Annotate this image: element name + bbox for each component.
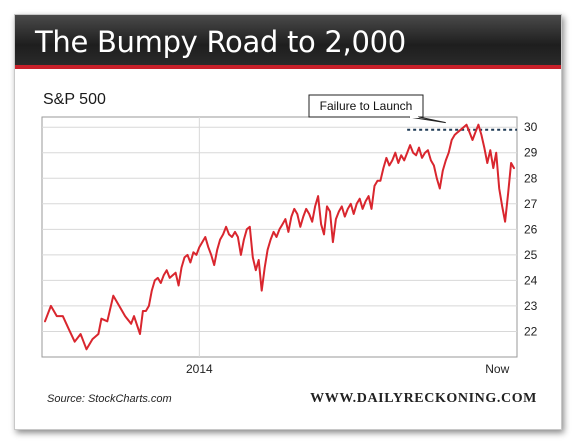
y-tick-label: 29 [524, 146, 538, 160]
y-tick-label: 26 [524, 222, 538, 236]
annotation-box [308, 94, 424, 118]
banner-title: The Bumpy Road to 2,000 [35, 25, 406, 59]
annotation-text: Failure to Launch [320, 99, 413, 113]
y-tick-label: 23 [524, 299, 538, 313]
title-banner: The Bumpy Road to 2,000 [15, 15, 561, 69]
series-label: S&P 500 [43, 91, 106, 108]
brand-url: WWW.DAILYRECKONING.COM [310, 391, 537, 406]
y-tick-label: 27 [524, 197, 538, 211]
y-tick-label: 30 [524, 120, 538, 134]
y-tick-label: 24 [524, 273, 538, 287]
x-tick-label: 2014 [186, 362, 213, 376]
source-note: Source: StockCharts.com [47, 393, 172, 405]
plot-area [41, 116, 518, 358]
annotation-pointer [408, 116, 446, 124]
y-tick-label: 28 [524, 171, 538, 185]
y-tick-label: 22 [524, 324, 538, 338]
y-tick-label: 25 [524, 248, 538, 262]
x-tick-label: Now [485, 362, 509, 376]
series-line [44, 123, 515, 351]
